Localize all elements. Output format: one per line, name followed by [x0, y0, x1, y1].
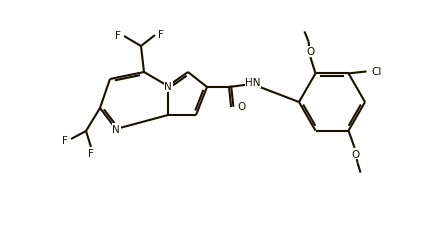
Text: N: N: [112, 124, 120, 134]
Text: F: F: [62, 135, 68, 145]
Text: F: F: [158, 30, 164, 40]
Text: F: F: [88, 148, 94, 158]
Text: F: F: [115, 31, 121, 41]
Text: N: N: [164, 82, 172, 92]
Text: O: O: [306, 47, 315, 57]
Text: O: O: [237, 101, 245, 112]
Text: HN: HN: [245, 78, 261, 88]
Text: Cl: Cl: [371, 67, 382, 77]
Text: O: O: [351, 149, 360, 159]
